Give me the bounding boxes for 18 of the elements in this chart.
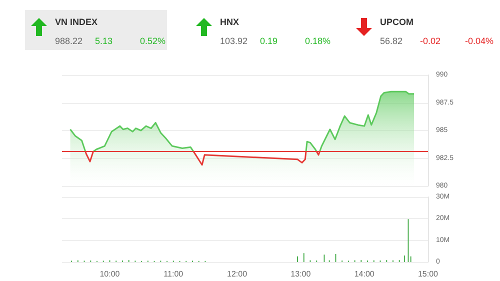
text: 0.19	[260, 36, 278, 46]
x-tick-label: 10:00	[100, 270, 120, 278]
text: VN INDEX	[55, 17, 98, 27]
text: 56.82	[380, 36, 403, 46]
text: 988.22	[55, 36, 83, 46]
text: -0.04%	[465, 36, 494, 46]
x-tick-label: 15:00	[418, 270, 439, 278]
x-tick-label: 14:00	[354, 270, 375, 278]
text: -0.02	[420, 36, 441, 46]
x-tick-label: 11:00	[164, 270, 184, 278]
text: 0.18%	[305, 36, 331, 46]
text: UPCOM	[380, 17, 414, 27]
x-tick-label: 13:00	[290, 270, 312, 278]
text: HNX	[220, 17, 240, 27]
text: 0.52%	[140, 36, 166, 46]
x-tick-label: 12:00	[227, 270, 248, 278]
text: 103.92	[220, 36, 248, 46]
text: 5.13	[95, 36, 113, 46]
